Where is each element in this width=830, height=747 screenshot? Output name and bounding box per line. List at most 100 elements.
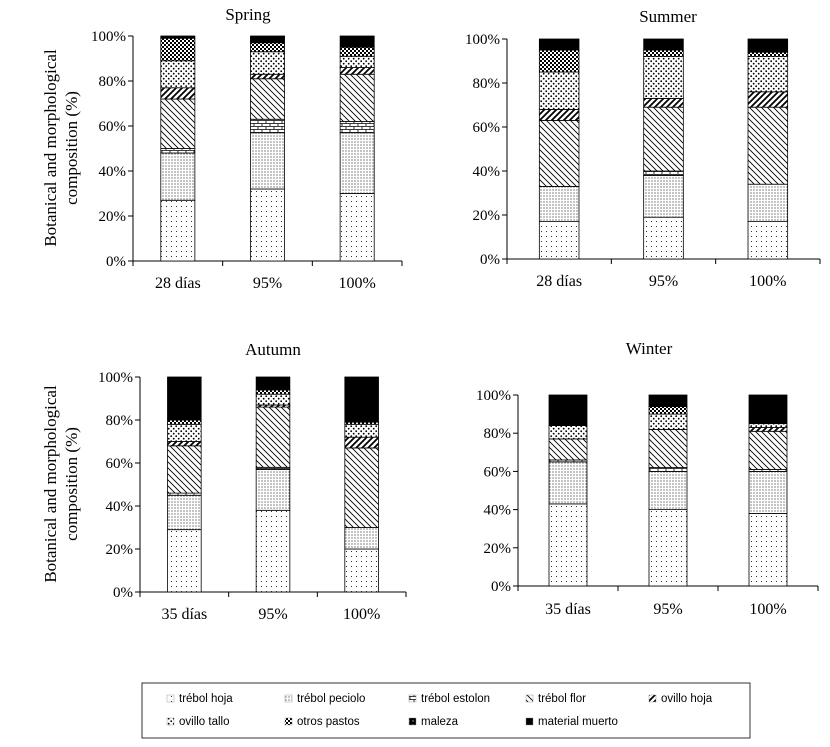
y-tick-label: 0%: [106, 254, 126, 270]
bar-segment-material-muerto: [748, 394, 788, 425]
category-label: 100%: [343, 606, 380, 623]
chart-winter: Winter 0% 20% 40% 60% 80% 100% 35 días 95% 100%: [476, 339, 819, 618]
legend-swatch: [284, 694, 293, 703]
y-tick-label: 20%: [99, 209, 127, 225]
bar-segment-ovillo-tallo: [160, 60, 196, 89]
legend-item: ovillo hoja: [648, 693, 713, 705]
bar-segment-ovillo-tallo: [339, 55, 375, 68]
bar-segment-ovillo-tallo: [748, 423, 788, 428]
legend-item: otros pastos: [284, 716, 360, 728]
bar-segment-trébol-estolon: [648, 467, 688, 472]
category-label: 100%: [339, 275, 376, 292]
y-tick-label: 100%: [98, 370, 133, 386]
bar-segment-otros-pastos: [747, 51, 789, 58]
bar-segment-material-muerto: [747, 38, 789, 53]
category-label: 95%: [258, 606, 287, 623]
bar-segment-trébol-hoja: [747, 221, 789, 260]
legend-swatch: [284, 717, 293, 726]
y-tick-label: 40%: [484, 503, 512, 519]
category-label: 28 días: [155, 275, 201, 292]
bar-segment-ovillo-tallo: [648, 413, 688, 430]
legend-swatch: [408, 717, 417, 726]
y-tick-label: 80%: [106, 413, 134, 429]
bar-segment-ovillo-tallo: [643, 56, 684, 99]
bar-segment-trébol-hoja: [538, 221, 580, 260]
bar-segment-trébol-peciolo: [548, 461, 588, 505]
category-label: 35 días: [545, 601, 591, 618]
bar-segment-trébol-estolon: [339, 121, 375, 134]
legend-label: otros pastos: [297, 716, 360, 728]
y-axis-label: Botanical and morphological composition (…: [41, 49, 81, 247]
bar-segment-material-muerto: [548, 394, 588, 426]
category-label: 35 días: [161, 606, 207, 623]
bar-segment-trébol-hoja: [255, 509, 291, 593]
bar-segment-ovillo-hoja: [160, 87, 196, 100]
chart-summer: Summer 0% 20% 40% 60% 80% 100% 28 días 95% 100%: [465, 7, 821, 290]
bar-segment-trébol-peciolo: [643, 174, 684, 218]
legend-box: [141, 682, 751, 739]
bar-segment-ovillo-hoja: [747, 91, 789, 108]
category-label: 100%: [749, 273, 786, 290]
bar-segment-trébol-peciolo: [648, 470, 688, 510]
y-tick-label: 0%: [480, 252, 500, 268]
legend-swatch: [525, 694, 534, 703]
bar-segment-trébol-peciolo: [538, 185, 580, 222]
chart-spring: Spring 0% 20% 40% 60% 80% 100% 28 días 95% 100% Bo…: [41, 5, 403, 292]
bar-segment-ovillo-hoja: [748, 427, 788, 432]
bar-segment-ovillo-tallo: [344, 423, 379, 438]
legend-swatch: [648, 694, 657, 703]
y-tick-label: 40%: [106, 499, 134, 515]
bar-segment-ovillo-tallo: [167, 423, 202, 442]
bar-segment-trébol-hoja: [250, 188, 285, 262]
legend-item: trébol estolon: [408, 693, 490, 705]
bar-segment-trébol-peciolo: [339, 132, 375, 194]
bar-segment-otros-pastos: [250, 42, 285, 53]
bar-segment-material-muerto: [339, 35, 375, 48]
bar-segment-material-muerto: [643, 38, 684, 51]
bar-segment-trébol-flor: [548, 438, 588, 461]
legend-label: ovillo tallo: [179, 716, 230, 728]
bar-segment-material-muerto: [167, 376, 202, 421]
bar-segment-trébol-hoja: [643, 216, 684, 260]
bar-segment-otros-pastos: [255, 389, 291, 395]
bar-segment-trébol-hoja: [167, 529, 202, 593]
y-tick-label: 60%: [106, 456, 134, 472]
chart-title: Spring: [225, 5, 271, 24]
bar-segment-trébol-hoja: [339, 193, 375, 262]
bar-segment-ovillo-hoja: [250, 73, 285, 80]
bar-segment-ovillo-tallo: [548, 425, 588, 440]
legend-item: material muerto: [525, 716, 618, 728]
legend-label: trébol flor: [538, 693, 586, 705]
legend-label: ovillo hoja: [661, 693, 713, 705]
category-label: 95%: [649, 273, 678, 290]
bar-segment-trébol-estolon: [250, 118, 285, 134]
legend-item: ovillo tallo: [166, 716, 230, 728]
bar-segment-ovillo-hoja: [344, 436, 379, 449]
bar-segment-ovillo-tallo: [538, 71, 580, 110]
legend: trébol hoja trébol peciolo trébol estolon t…: [141, 682, 751, 739]
y-tick-label: 80%: [473, 76, 501, 92]
bar-segment-trébol-flor: [747, 106, 789, 185]
legend-swatch: [525, 717, 534, 726]
bar-segment-trébol-hoja: [344, 548, 379, 593]
bar-segment-otros-pastos: [339, 46, 375, 57]
legend-swatch: [166, 694, 175, 703]
bar-segment-ovillo-tallo: [250, 51, 285, 75]
bar-segment-material-muerto: [648, 394, 688, 407]
bar-segment-ovillo-tallo: [747, 56, 789, 93]
bar-segment-otros-pastos: [643, 49, 684, 57]
y-tick-label: 60%: [473, 120, 501, 136]
bar-segment-otros-pastos: [648, 406, 688, 415]
bar-segment-material-muerto: [344, 376, 379, 423]
bar-segment-material-muerto: [250, 35, 285, 44]
bar-segment-trébol-flor: [538, 120, 580, 187]
bar-segment-trébol-flor: [648, 428, 688, 468]
category-label: 95%: [253, 275, 282, 292]
bar-segment-trébol-hoja: [648, 509, 688, 587]
bar-segment-material-muerto: [160, 35, 196, 39]
y-tick-label: 80%: [99, 74, 127, 90]
bar-segment-trébol-flor: [250, 78, 285, 120]
bar-segment-material-muerto: [538, 38, 580, 51]
bar-segment-trébol-flor: [339, 73, 375, 122]
